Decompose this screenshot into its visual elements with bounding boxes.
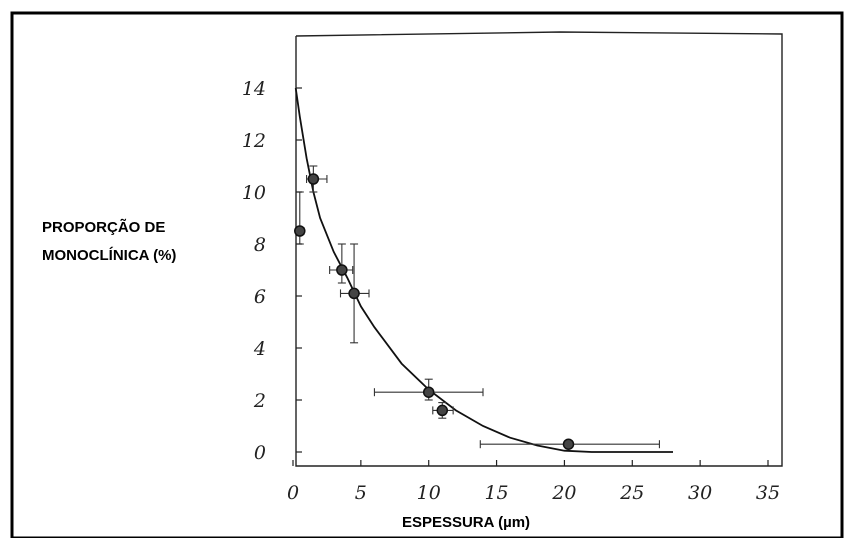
y-tick-label: 10 [242,182,266,204]
x-tick-label: 5 [355,482,367,504]
data-points-layer [294,173,575,450]
data-point [294,225,306,237]
x-tick-label: 0 [287,482,299,504]
x-tick-label: 25 [619,482,644,504]
data-point [436,404,449,417]
y-axis-ticks: 0 2 4 6 8 10 12 14 [242,78,302,464]
x-tick-label: 10 [417,482,441,504]
x-tick-label: 30 [688,482,712,504]
y-tick-label: 0 [254,442,266,464]
data-point [336,264,348,276]
x-tick-label: 35 [756,482,780,504]
data-point [562,438,575,450]
x-axis-ticks: 0 5 10 15 20 25 30 35 [287,460,780,504]
y-tick-label: 14 [242,78,266,100]
figure-border [10,11,844,538]
y-tick-label: 8 [254,234,266,256]
y-axis-label-line-2: MONOCLÍNICA (%) [42,247,176,264]
plot-area: 0 5 10 15 20 25 30 35 0 2 4 6 8 10 12 14 [242,31,783,504]
y-tick-label: 2 [253,390,266,412]
y-tick-label: 6 [254,286,266,308]
data-point [307,173,320,185]
x-tick-label: 20 [551,482,576,504]
x-axis-label: ESPESSURA (µm) [402,514,530,531]
data-point [348,287,360,300]
y-tick-label: 12 [242,130,266,152]
error-bar [306,165,328,193]
data-point [422,386,435,398]
error-bars-layer [295,165,660,449]
x-tick-label: 15 [484,482,508,504]
y-tick-label: 4 [253,338,266,360]
plot-frame [295,31,783,467]
y-axis-label-line-1: PROPORÇÃO DE [42,218,165,236]
